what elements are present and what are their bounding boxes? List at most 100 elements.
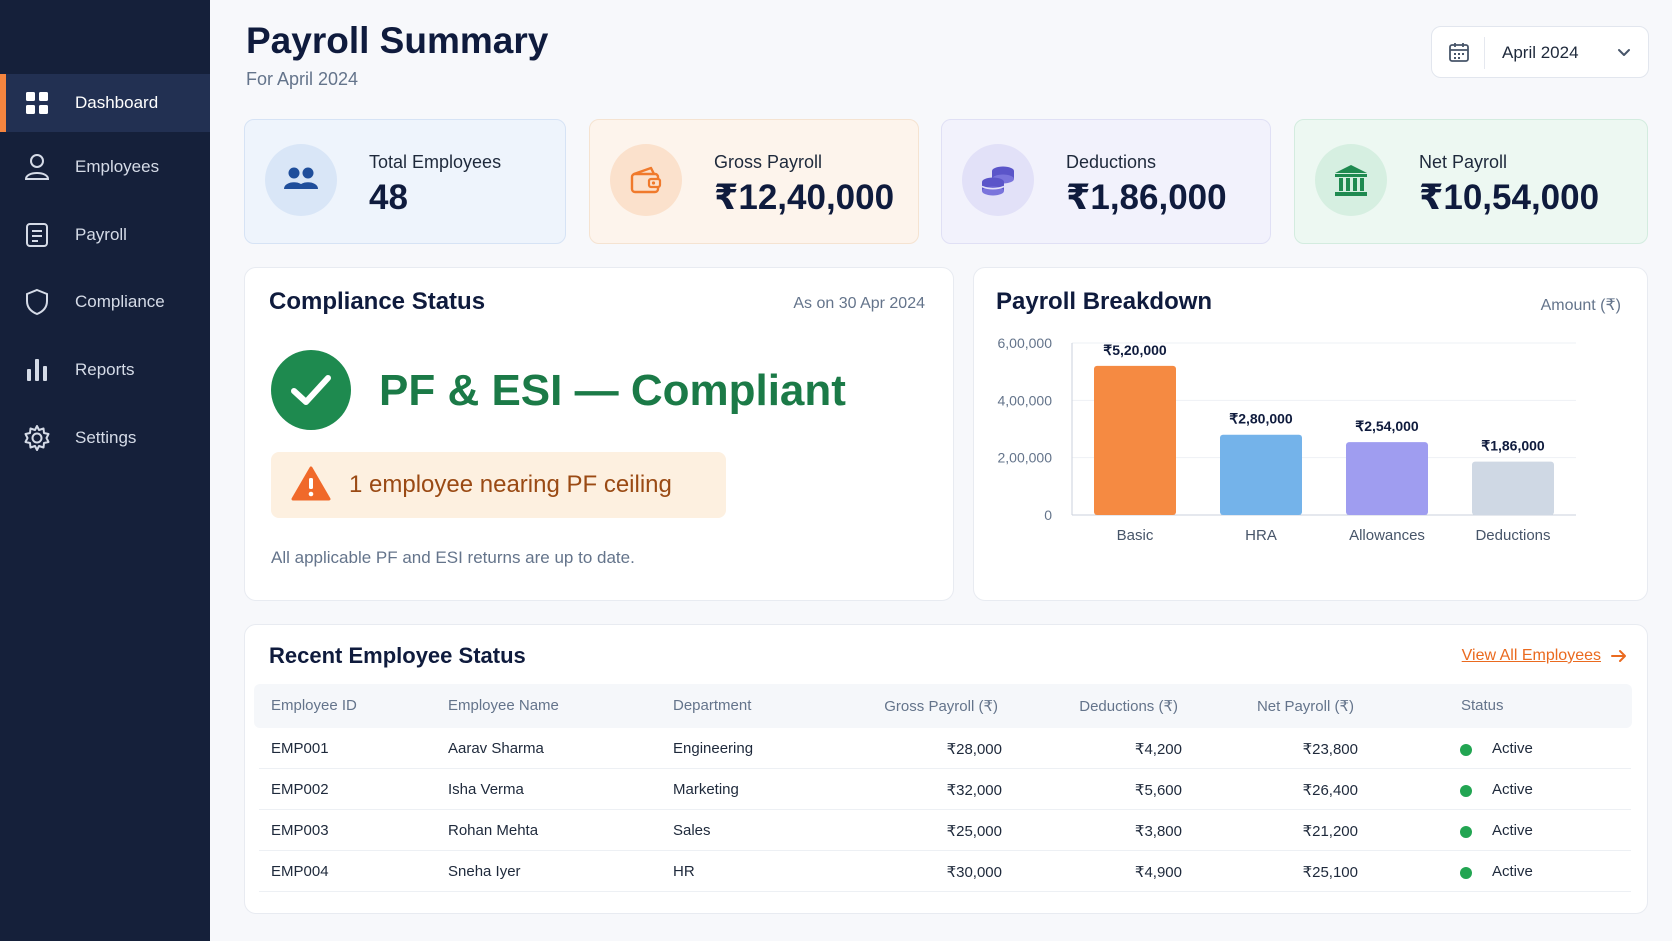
table-cell: ₹21,200 — [1302, 823, 1358, 840]
stat-card-net-payroll: Net Payroll ₹10,54,000 — [1294, 119, 1648, 244]
status-dot — [1460, 785, 1472, 797]
chevron-down-icon — [1616, 44, 1632, 65]
status-dot — [1460, 744, 1472, 756]
stat-label: Deductions — [1066, 152, 1157, 172]
wallet-icon — [610, 144, 682, 216]
month-selector-value: April 2024 — [1502, 43, 1579, 62]
calendar-icon — [1448, 41, 1470, 68]
document-icon — [22, 220, 52, 250]
stat-card-deductions: Deductions ₹1,86,000 — [941, 119, 1271, 244]
table-cell: ₹25,100 — [1302, 864, 1358, 881]
column-header: Gross Payroll (₹) — [884, 698, 998, 715]
table-row[interactable]: EMP003 Rohan Mehta Sales ₹25,000 ₹3,800 ₹21,2… — [259, 810, 1631, 851]
bar-allowances — [1346, 442, 1428, 515]
table-cell: ₹25,000 — [946, 823, 1002, 840]
sidebar-item-label: Employees — [75, 157, 160, 176]
panel-title: Compliance Status — [269, 288, 486, 315]
table-cell: Active — [1492, 863, 1533, 880]
view-all-label: View All Employees — [1461, 647, 1601, 664]
check-icon — [271, 350, 351, 430]
sidebar-item-label: Dashboard — [75, 93, 159, 112]
sidebar: Dashboard Employees Payroll Compliance R… — [0, 0, 210, 941]
column-header: Deductions (₹) — [1079, 698, 1178, 715]
bar-deductions — [1472, 461, 1554, 515]
gear-icon — [22, 423, 52, 453]
sidebar-item-employees[interactable]: Employees — [0, 138, 210, 196]
table-cell: Engineering — [673, 740, 754, 757]
user-icon — [22, 152, 52, 182]
view-all-employees-link[interactable]: View All Employees — [1462, 647, 1627, 665]
sidebar-item-label: Payroll — [75, 225, 127, 244]
data-label: ₹2,54,000 — [1355, 418, 1419, 434]
x-tick-label: Deductions — [1475, 527, 1550, 544]
sidebar-item-reports[interactable]: Reports — [0, 341, 210, 399]
panel-title: Payroll Breakdown — [996, 288, 1213, 315]
payroll-breakdown-chart: 0 2,00,000 4,00,000 6,00,000 ₹5,20,000 Basic ₹… — [998, 335, 1576, 544]
compliance-status: PF & ESI — Compliant — [379, 366, 846, 415]
table-cell: ₹4,900 — [1134, 864, 1182, 881]
users-icon — [265, 144, 337, 216]
warning-icon — [291, 466, 331, 507]
table-cell: ₹30,000 — [946, 864, 1002, 881]
compliance-panel: Compliance Status As on 30 Apr 2024 PF &… — [244, 267, 954, 601]
bank-icon — [1315, 144, 1387, 216]
table-cell: Isha Verma — [448, 781, 524, 798]
compliance-note: All applicable PF and ESI returns are up… — [271, 548, 635, 567]
page-title: Payroll Summary — [246, 20, 549, 61]
chart-unit-label: Amount (₹) — [1540, 297, 1621, 314]
column-header: Employee Name — [448, 697, 559, 714]
alert-text: 1 employee nearing PF ceiling — [349, 471, 672, 498]
table-cell: ₹3,800 — [1134, 823, 1182, 840]
table-cell: Marketing — [673, 781, 739, 798]
table-cell: Sneha Iyer — [448, 863, 521, 880]
bar-chart-icon — [22, 355, 52, 385]
page-subtitle: For April 2024 — [246, 69, 359, 89]
month-selector[interactable]: April 2024 — [1431, 26, 1649, 78]
data-label: ₹5,20,000 — [1103, 342, 1167, 358]
status-dot — [1460, 826, 1472, 838]
table-cell: ₹28,000 — [946, 741, 1002, 758]
table-cell: Rohan Mehta — [448, 822, 539, 839]
stat-value: ₹1,86,000 — [1066, 178, 1227, 217]
sidebar-item-payroll[interactable]: Payroll — [0, 206, 210, 264]
table-row[interactable]: EMP002 Isha Verma Marketing ₹32,000 ₹5,600 ₹2… — [259, 769, 1631, 810]
sidebar-item-label: Settings — [75, 428, 137, 447]
table-cell: Aarav Sharma — [448, 740, 544, 757]
table-cell: ₹32,000 — [946, 782, 1002, 799]
data-label: ₹2,80,000 — [1229, 411, 1293, 427]
bar-basic — [1094, 365, 1176, 515]
column-header: Status — [1461, 697, 1504, 714]
stat-card-gross-payroll: Gross Payroll ₹12,40,000 — [589, 119, 919, 244]
table-cell: Active — [1492, 781, 1533, 798]
table-row[interactable]: EMP001 Aarav Sharma Engineering ₹28,000 ₹4,2… — [259, 728, 1631, 769]
x-tick-label: Allowances — [1349, 527, 1425, 544]
sidebar-item-dashboard[interactable]: Dashboard — [0, 74, 210, 132]
table-cell: EMP003 — [271, 822, 329, 839]
x-tick-label: HRA — [1245, 527, 1277, 544]
table-cell: Sales — [673, 822, 711, 839]
data-label: ₹1,86,000 — [1481, 438, 1545, 454]
column-header: Department — [673, 697, 752, 714]
table-cell: HR — [673, 863, 695, 880]
table-cell: Active — [1492, 740, 1533, 757]
table-header: Employee ID Employee Name Department Gro… — [254, 684, 1632, 728]
table-cell: EMP004 — [271, 863, 329, 880]
arrow-right-icon — [1611, 650, 1626, 662]
table-cell: ₹23,800 — [1302, 741, 1358, 758]
table-cell: ₹4,200 — [1134, 741, 1182, 758]
recent-employee-panel: Recent Employee Status View All Employee… — [244, 624, 1648, 914]
stat-value: ₹10,54,000 — [1419, 178, 1600, 217]
sidebar-item-settings[interactable]: Settings — [0, 409, 210, 467]
stat-label: Total Employees — [369, 152, 502, 172]
table-row[interactable]: EMP004 Sneha Iyer HR ₹30,000 ₹4,900 ₹25,100 Ac… — [259, 851, 1631, 892]
table-cell: ₹5,600 — [1134, 782, 1182, 799]
table-cell: EMP001 — [271, 740, 329, 757]
sidebar-item-compliance[interactable]: Compliance — [0, 273, 210, 331]
table-cell: ₹26,400 — [1302, 782, 1358, 799]
column-header: Net Payroll (₹) — [1256, 698, 1354, 715]
pf-ceiling-alert: 1 employee nearing PF ceiling — [271, 452, 726, 518]
panel-title: Recent Employee Status — [269, 643, 526, 668]
y-tick-label: 0 — [1044, 507, 1052, 523]
sidebar-item-label: Compliance — [75, 292, 165, 311]
y-tick-label: 2,00,000 — [998, 450, 1053, 466]
